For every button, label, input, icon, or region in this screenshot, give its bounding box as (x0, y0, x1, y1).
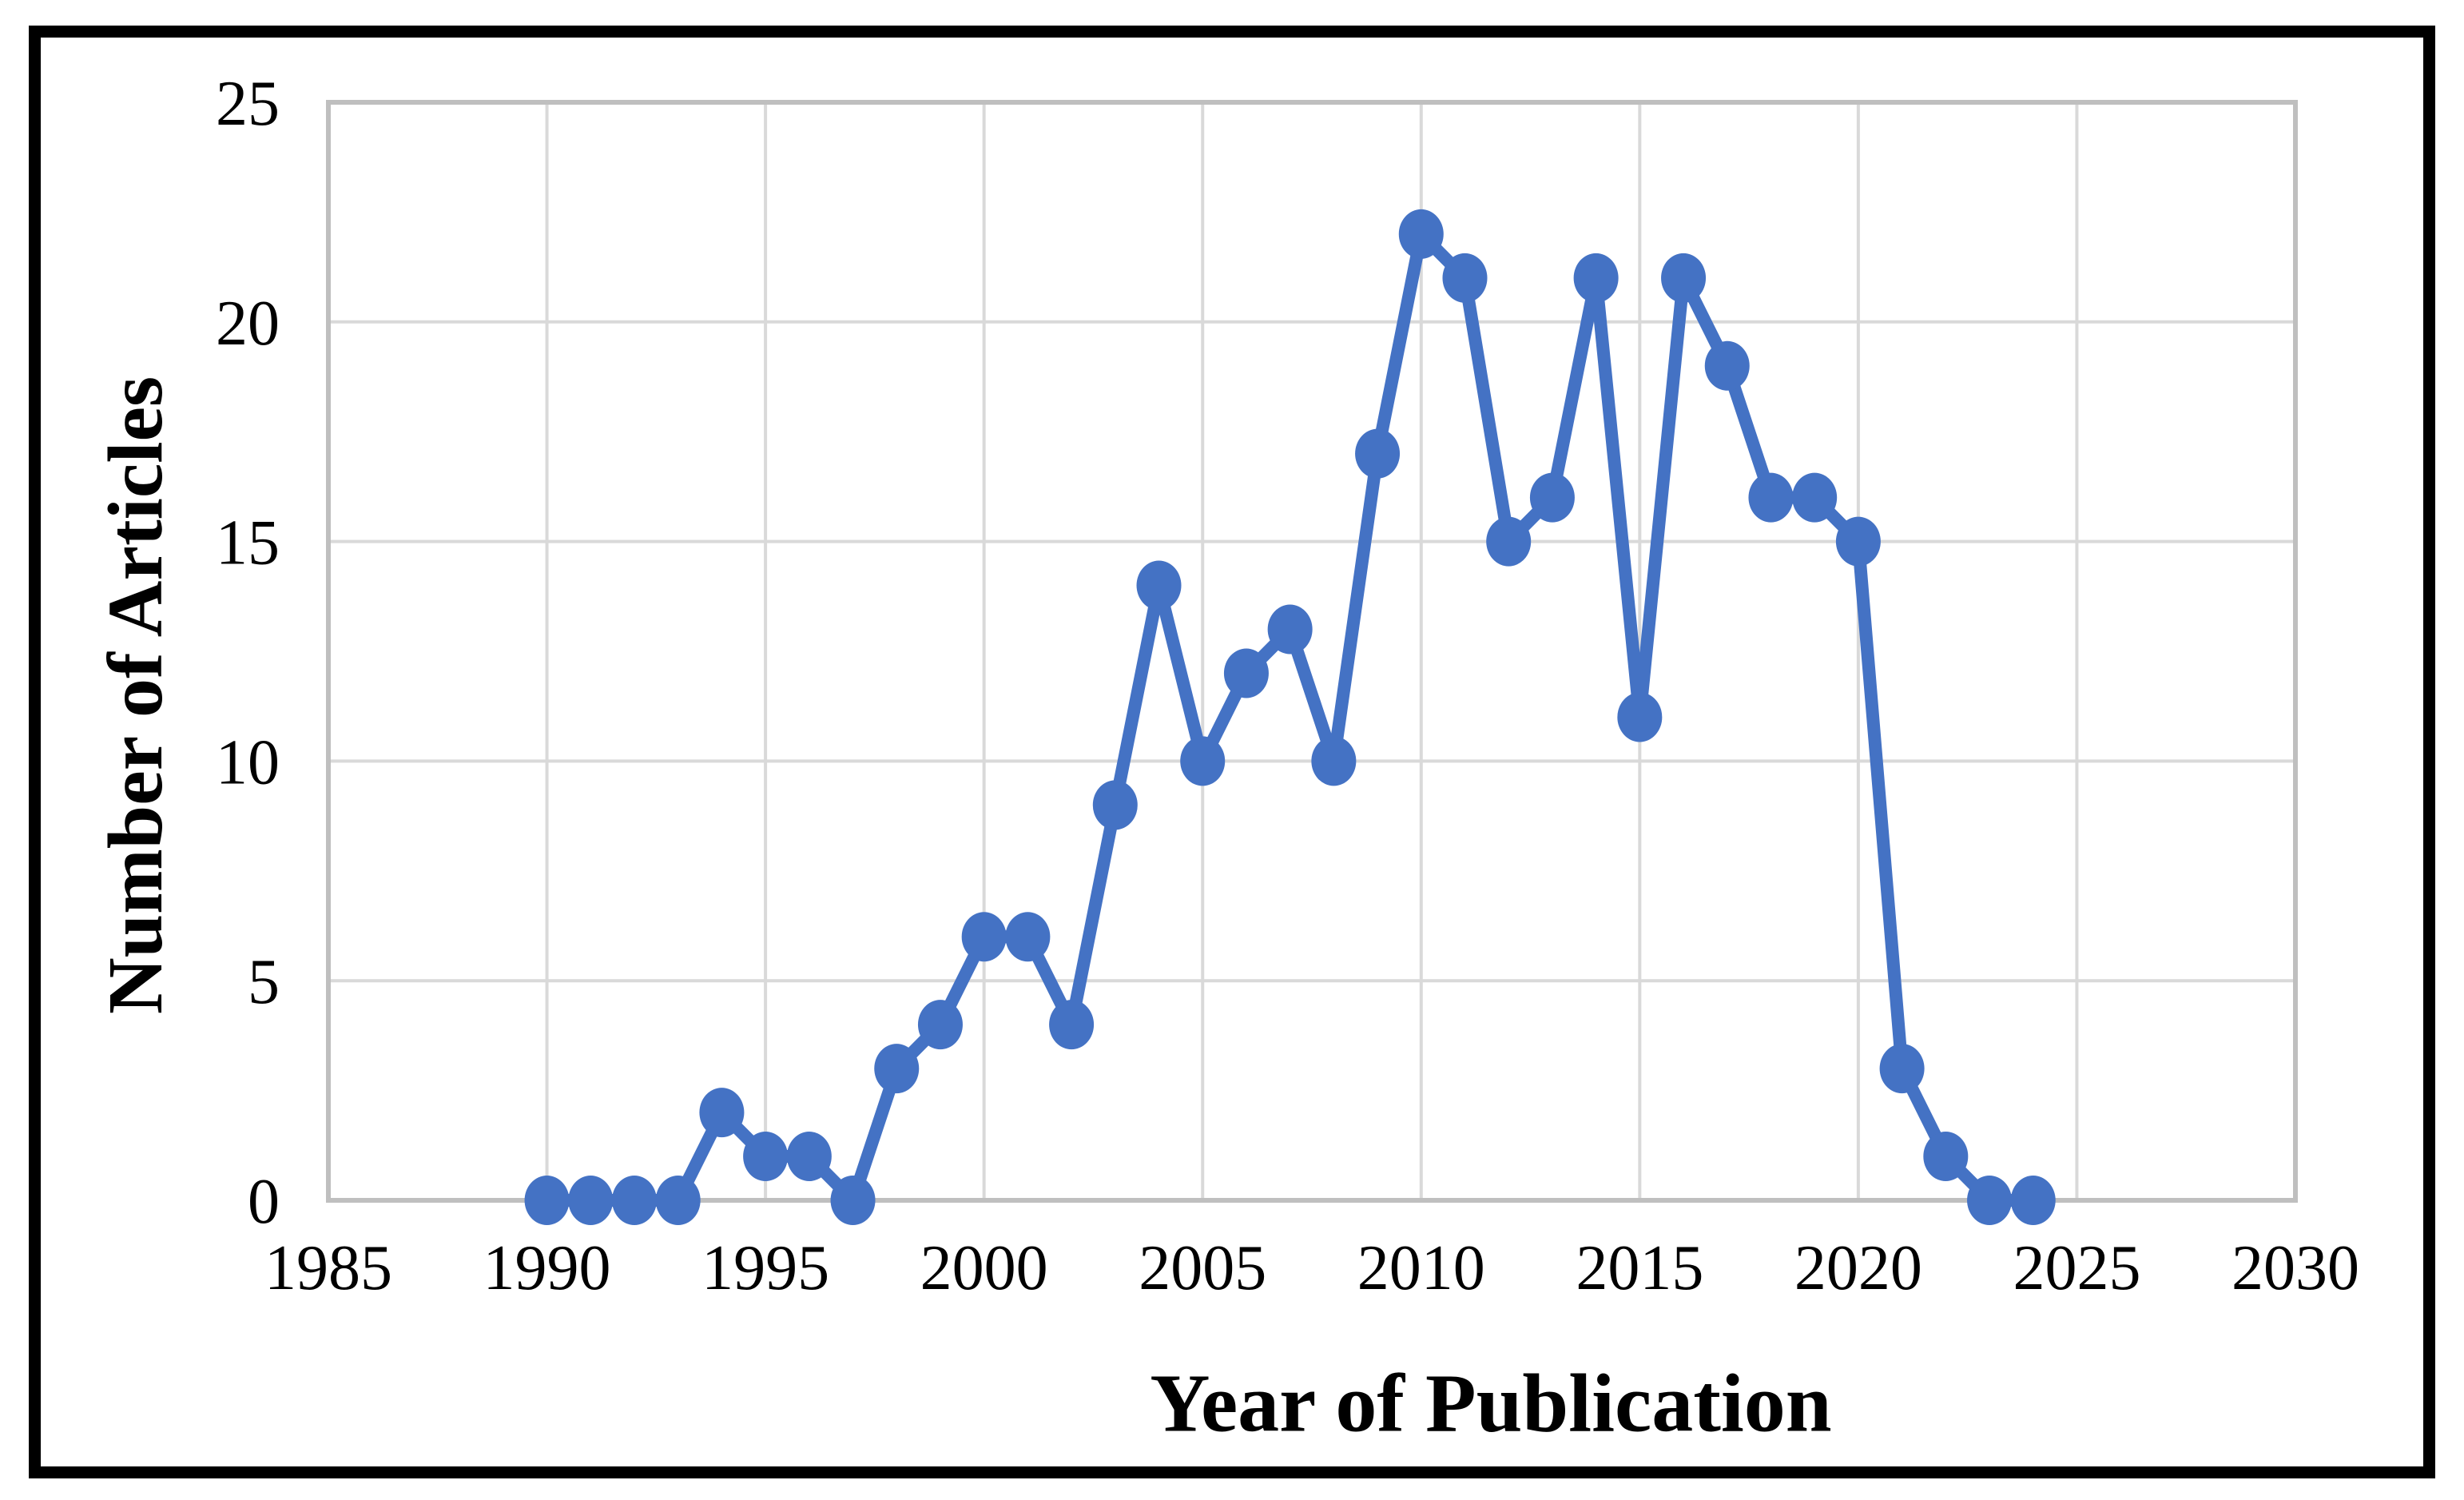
data-point-marker (1835, 516, 1881, 567)
data-point-marker (917, 1000, 963, 1050)
x-tick-label: 2015 (1576, 1233, 1703, 1303)
y-tick-label: 0 (248, 1167, 280, 1237)
x-tick-label: 1995 (701, 1233, 829, 1303)
data-point-marker (1092, 780, 1138, 830)
x-tick-label: 1985 (264, 1233, 392, 1303)
y-tick-label: 10 (216, 727, 280, 798)
data-point-marker (786, 1132, 832, 1182)
data-point-marker (1967, 1176, 2013, 1225)
data-point-marker (1180, 736, 1226, 786)
x-tick-label: 1990 (483, 1233, 611, 1303)
x-tick-label: 2025 (2013, 1233, 2140, 1303)
data-point-marker (1661, 253, 1707, 303)
gridlines (328, 102, 2295, 1200)
data-point-marker (1398, 209, 1444, 259)
y-tick-label: 20 (216, 288, 280, 359)
data-point-marker (1311, 736, 1357, 786)
data-point-marker (1879, 1044, 1925, 1094)
data-point-marker (1267, 604, 1313, 655)
data-point-marker (1792, 472, 1838, 523)
data-point-marker (524, 1176, 570, 1225)
data-point-marker (1005, 912, 1051, 962)
x-tick-label: 2020 (1794, 1233, 1922, 1303)
data-point-marker (1442, 253, 1488, 303)
data-point-marker (1923, 1132, 1969, 1182)
data-point-marker (1748, 472, 1794, 523)
x-tick-label: 2000 (920, 1233, 1048, 1303)
data-point-marker (1355, 428, 1401, 479)
data-point-marker (1049, 1000, 1095, 1050)
data-point-marker (1486, 516, 1532, 567)
data-point-marker (1704, 340, 1750, 391)
data-point-marker (743, 1132, 789, 1182)
plot-area-border (326, 100, 2298, 1203)
data-line (540, 227, 2040, 1207)
data-point-marker (1573, 253, 1619, 303)
y-tick-label: 25 (216, 69, 280, 139)
y-axis-title: Number of Articles (93, 376, 179, 1015)
data-point-marker (568, 1176, 614, 1225)
y-axis-tick-labels: 0 5 10 15 20 25 (216, 69, 280, 1237)
data-point-marker (2010, 1176, 2056, 1225)
x-tick-label: 2030 (2232, 1233, 2359, 1303)
y-tick-label: 15 (216, 508, 280, 579)
x-tick-label: 2005 (1139, 1233, 1266, 1303)
y-tick-label: 5 (248, 947, 280, 1017)
x-tick-label: 2010 (1357, 1233, 1485, 1303)
figure-border (29, 26, 2435, 1478)
data-point-marker (1529, 472, 1575, 523)
data-point-marker (611, 1176, 657, 1225)
x-axis-tick-labels: 1985 1990 1995 2000 2005 2010 2015 2020 2025 2030 (264, 1233, 2359, 1303)
data-point-marker (830, 1176, 876, 1225)
data-point-marker (1136, 560, 1182, 611)
x-axis-title: Year of Publication (1150, 1357, 1832, 1450)
data-point-marker (699, 1088, 745, 1138)
data-markers (524, 209, 2056, 1225)
data-point-marker (655, 1176, 701, 1225)
data-point-marker (874, 1044, 920, 1094)
data-point-marker (1617, 692, 1663, 742)
data-point-marker (961, 912, 1007, 962)
data-point-marker (1223, 648, 1269, 698)
